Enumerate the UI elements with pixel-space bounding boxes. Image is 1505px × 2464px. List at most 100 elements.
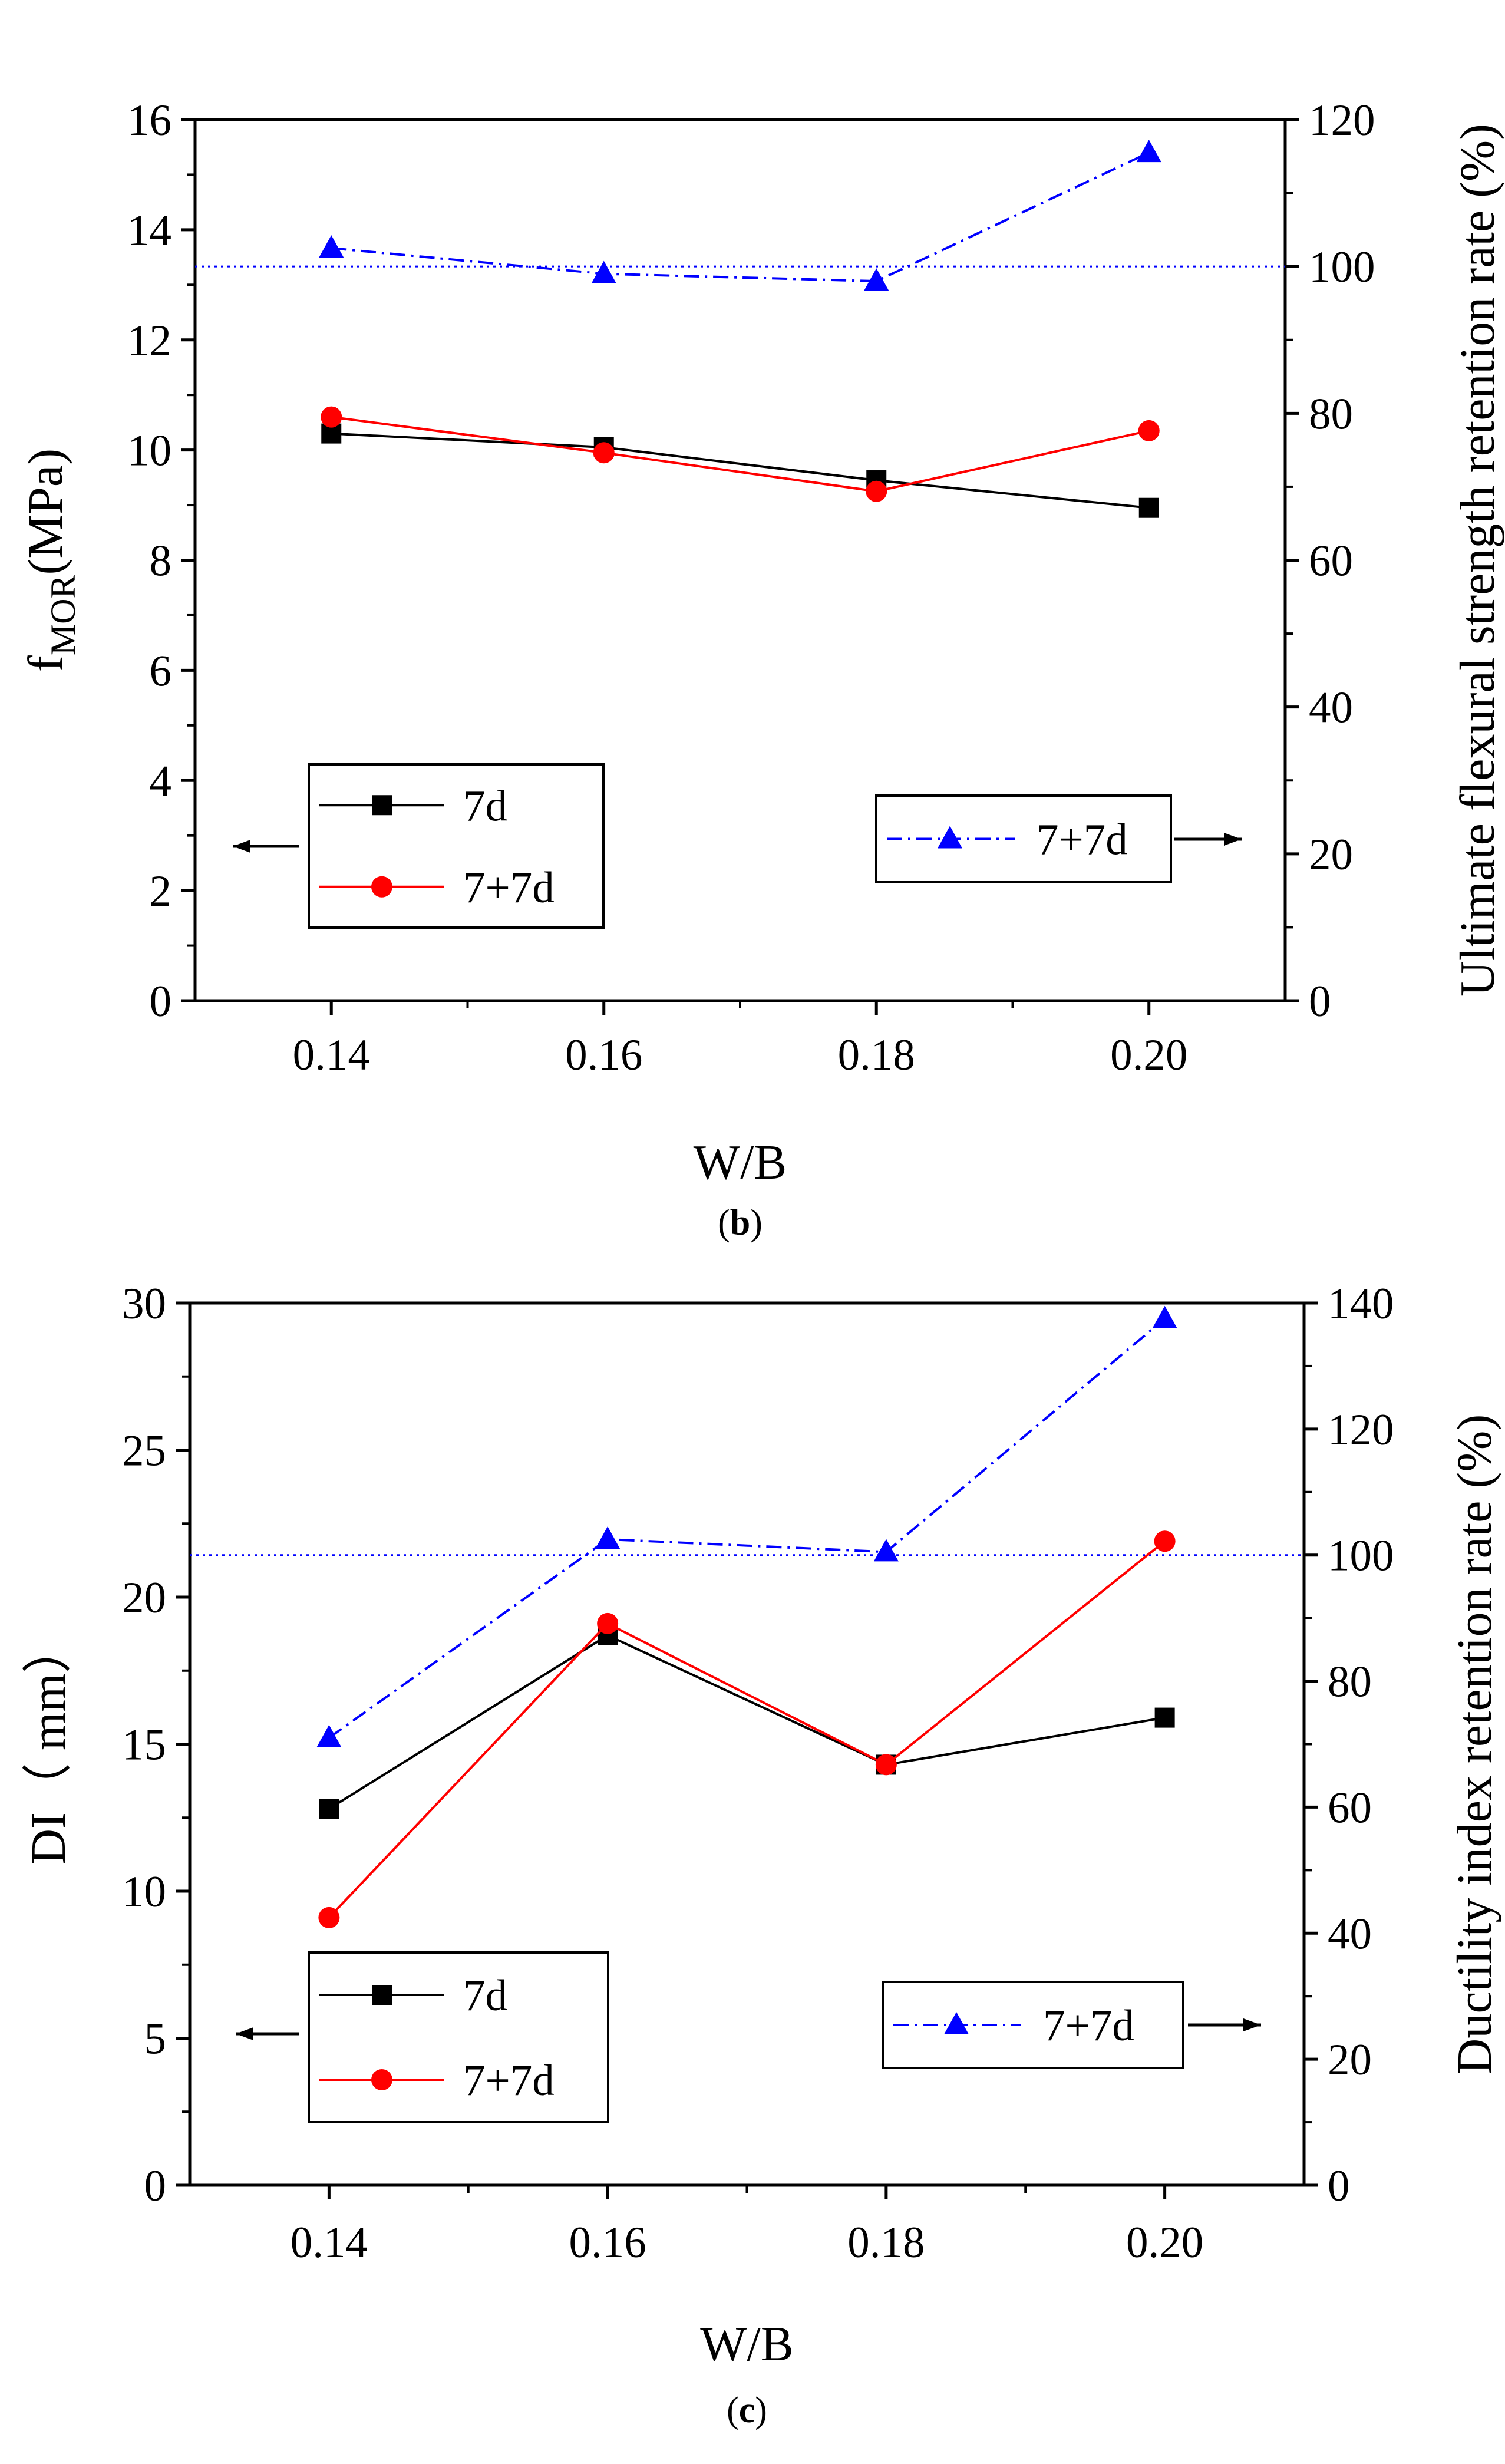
series-1-point-2 xyxy=(866,480,887,502)
left-axis-title-main: f xyxy=(18,655,73,672)
legend-right-marker xyxy=(944,2012,969,2034)
left-tick-label: 2 xyxy=(150,867,172,916)
legend-left-marker xyxy=(371,876,392,898)
x-tick-label: 0.18 xyxy=(847,2218,925,2267)
series-line-1 xyxy=(331,415,1150,493)
right-axis-title: Ductility index retention rate (%) xyxy=(1447,1414,1502,2074)
series-line-0 xyxy=(331,432,1149,509)
right-tick-label: 0 xyxy=(1328,2162,1350,2211)
x-axis-title: W/B xyxy=(694,1135,787,1190)
series-1-point-1 xyxy=(593,442,615,464)
legend-right-marker xyxy=(938,826,962,849)
legend-left-label: 7d xyxy=(463,1971,507,2020)
right-tick-label: 40 xyxy=(1328,1909,1372,1958)
left-tick-label: 6 xyxy=(150,646,172,695)
left-tick-label: 14 xyxy=(127,206,171,255)
series-2-point-1 xyxy=(591,260,616,283)
left-tick-label: 10 xyxy=(127,427,171,476)
legend-left-label: 7+7d xyxy=(463,863,555,912)
left-tick-label: 0 xyxy=(144,2162,167,2211)
x-tick-label: 0.20 xyxy=(1126,2218,1203,2267)
right-tick-label: 0 xyxy=(1309,977,1331,1026)
legend-left-label: 7+7d xyxy=(463,2056,555,2105)
x-tick-label: 0.14 xyxy=(291,2218,368,2267)
left-tick-label: 8 xyxy=(150,537,172,586)
legend-left-box xyxy=(308,1951,609,2123)
series-2-point-0 xyxy=(316,1724,342,1747)
legend-right-arrow-head xyxy=(1243,2018,1261,2031)
left-tick-label: 0 xyxy=(150,977,172,1026)
series-2-point-2 xyxy=(873,1539,899,1562)
caption-close: ) xyxy=(750,1203,763,1243)
series-1-point-1 xyxy=(597,1612,619,1634)
right-tick-label: 100 xyxy=(1328,1532,1394,1581)
series-line-2 xyxy=(328,1318,1166,1739)
right-tick-label: 120 xyxy=(1328,1406,1394,1454)
panel-caption: (c) xyxy=(727,2390,767,2430)
right-tick-label: 60 xyxy=(1328,1783,1372,1832)
caption-close: ) xyxy=(755,2390,767,2430)
series-line-0 xyxy=(328,1634,1165,1810)
right-tick-label: 120 xyxy=(1309,96,1375,145)
caption-open: ( xyxy=(718,1203,730,1243)
series-2-point-2 xyxy=(864,268,889,291)
series-1-point-2 xyxy=(875,1754,897,1776)
x-tick-label: 0.16 xyxy=(565,1031,642,1080)
series-1-point-0 xyxy=(321,406,342,428)
caption-letter: b xyxy=(730,1203,750,1243)
left-tick-label: 5 xyxy=(144,2015,167,2064)
left-axis-title-main: DI（ mm） xyxy=(21,1624,76,1864)
right-axis-title: Ultimate flexural strength retention rat… xyxy=(1450,124,1505,997)
legend-left-arrow-head xyxy=(236,2027,253,2040)
left-tick-label: 4 xyxy=(150,757,172,806)
series-2-point-0 xyxy=(319,235,344,258)
right-tick-label: 140 xyxy=(1328,1279,1394,1328)
series-0-point-3 xyxy=(1138,497,1159,518)
left-axis-title-sub: MOR xyxy=(44,575,82,655)
legend-left-marker xyxy=(372,1985,392,2005)
chart-panel-c: 0 5 10 15 20 25 30 0 20 40 60 80 100 120 140 0.14 0.16 0.… xyxy=(21,1279,1502,2430)
left-tick-label: 25 xyxy=(122,1427,166,1476)
panel-caption: (b) xyxy=(718,1203,763,1243)
right-tick-label: 80 xyxy=(1309,390,1353,438)
left-axis-title: fMOR(MPa) xyxy=(18,448,82,672)
legend-left-marker xyxy=(372,795,392,816)
right-tick-label: 80 xyxy=(1328,1658,1372,1707)
right-tick-label: 60 xyxy=(1309,537,1353,586)
caption-letter: c xyxy=(739,2390,755,2430)
right-tick-label: 20 xyxy=(1309,830,1353,879)
legend-left-marker xyxy=(371,2069,392,2090)
series-0-point-0 xyxy=(319,1799,339,1819)
legend-left-label: 7d xyxy=(463,781,507,830)
legend-right-label: 7+7d xyxy=(1043,2001,1134,2050)
x-tick-label: 0.18 xyxy=(838,1031,915,1080)
series-2-point-1 xyxy=(595,1526,621,1549)
series-1-point-0 xyxy=(318,1906,340,1928)
left-axis-title: DI（ mm） xyxy=(21,1624,76,1864)
left-tick-label: 20 xyxy=(122,1574,166,1622)
legend-left-arrow-head xyxy=(233,840,250,853)
right-tick-label: 20 xyxy=(1328,2036,1372,2084)
series-2-point-3 xyxy=(1136,140,1161,163)
series-2-point-3 xyxy=(1152,1305,1177,1328)
left-tick-label: 30 xyxy=(122,1279,166,1328)
caption-open: ( xyxy=(727,2390,739,2430)
right-tick-label: 100 xyxy=(1309,243,1375,292)
series-1-point-3 xyxy=(1138,420,1160,441)
series-0-point-3 xyxy=(1154,1707,1175,1728)
left-tick-label: 15 xyxy=(122,1721,166,1770)
left-tick-label: 10 xyxy=(122,1868,166,1917)
x-tick-label: 0.20 xyxy=(1110,1031,1187,1080)
x-tick-label: 0.16 xyxy=(569,2218,646,2267)
chart-panel-b: 0 2 4 6 8 10 12 14 16 0 20 40 60 80 100 120 0.14 0.16 0.18… xyxy=(18,96,1505,1243)
left-tick-label: 12 xyxy=(127,316,171,365)
right-tick-label: 40 xyxy=(1309,684,1353,733)
series-line-1 xyxy=(328,1540,1166,1919)
x-axis-title: W/B xyxy=(700,2317,794,2371)
legend-right-arrow-head xyxy=(1224,833,1242,846)
left-axis-title-unit: (MPa) xyxy=(18,448,73,575)
legend-left-box xyxy=(308,763,605,929)
legend-right-label: 7+7d xyxy=(1037,816,1128,865)
